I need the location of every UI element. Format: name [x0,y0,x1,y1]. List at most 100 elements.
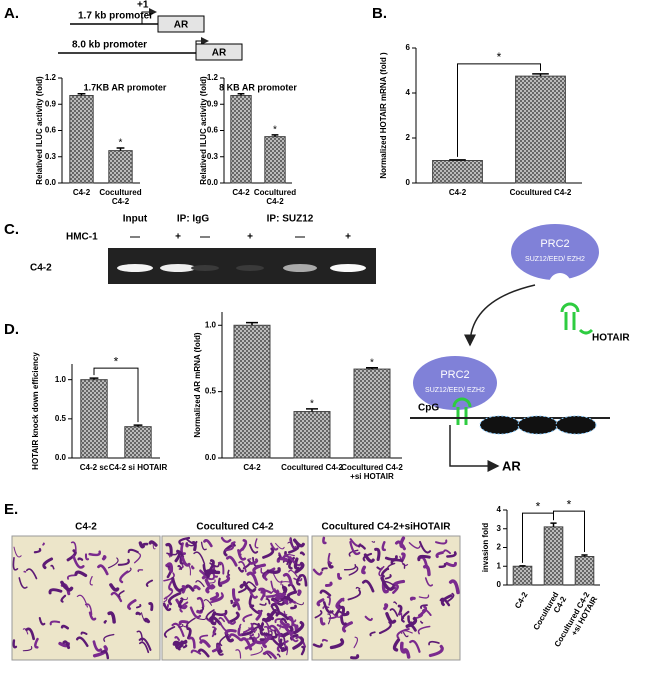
x-tick-label: Cocultured C4-2 [510,188,572,197]
y-axis-label: Normalized HOTAIR mRNA (fold ) [379,52,388,179]
y-tick-label: 0 [406,178,411,187]
bar [109,151,132,183]
complex-subunits: SUZ12/EED/ EZH2 [425,387,485,394]
significance-marker: * [536,499,541,513]
complex-subunits: SUZ12/EED/ EZH2 [525,256,585,263]
error-bar [550,523,556,527]
gel-group: IP: SUZ12 [267,214,314,225]
y-tick-label: 1 [497,561,502,570]
y-axis-label: Relatived ILUC activity (fold) [199,76,208,185]
y-tick-label: 1.0 [205,320,217,329]
bar [575,557,594,586]
cell [179,601,181,607]
gene-label: AR [212,48,227,59]
micrograph-title: Cocultured C4-2+siHOTAIR [322,522,452,533]
bar [354,369,390,458]
x-tick-label: C4-2 [243,463,261,472]
cell [137,613,140,614]
y-tick-label: 0.5 [205,387,217,396]
x-tick-label: Cocultured C4-2 [281,463,343,472]
promoter-label: 1.7 kb promoter [78,11,153,22]
cpg-label: CpG [418,403,439,414]
cell [372,542,374,543]
y-tick-label: 0.9 [207,99,219,108]
y-tick-label: 0.0 [205,453,217,462]
micrograph-title: C4-2 [75,522,97,533]
lane-sign: — [130,232,140,243]
start-site: +1 [137,0,149,11]
significance-marker: * [567,497,572,511]
lane-sign: — [295,232,305,243]
bar [513,566,532,585]
cell [363,567,365,572]
significance-marker: * [273,125,277,136]
cell [79,558,83,559]
x-tick-label: C4-2 [513,590,530,610]
cell [323,640,327,641]
x-tick-label: C4-2 sc [80,463,109,472]
significance-marker: * [370,357,374,368]
cell [82,633,87,634]
cell [195,587,199,589]
chart-title: 1.7KB AR promoter [84,82,167,92]
x-tick-label: C4-2 [449,188,467,197]
bar [234,325,270,458]
bar [544,527,563,585]
significance-marker: * [114,354,119,368]
lane-sign: — [200,232,210,243]
cell [234,544,235,545]
significance-marker: * [310,399,314,410]
y-axis-label: Relatived ILUC activity (fold) [35,76,44,185]
y-tick-label: 0.0 [55,453,67,462]
y-tick-label: 0.6 [45,126,57,135]
gel-group: Input [123,214,148,225]
cell [402,554,404,560]
significance-marker: * [497,50,502,64]
y-tick-label: 1.2 [207,73,219,82]
x-tick-label: C4-2 [73,188,91,197]
lane-sign: + [175,232,181,243]
micrographs [12,536,460,660]
panel-label: C. [4,221,19,238]
lane-sign: + [345,232,351,243]
panel-label: D. [4,321,19,338]
cell [192,567,193,569]
y-tick-label: 3 [497,524,502,533]
y-tick-label: 0.3 [207,152,219,161]
bar [265,137,285,183]
cell [301,553,304,555]
y-axis-label: HOTAIR knock down efficiency [31,352,40,470]
cell [241,585,243,587]
gene-label: AR [502,458,521,473]
complex-label: PRC2 [540,238,569,250]
bar [81,380,107,458]
bar [70,96,93,184]
micrograph-title: Cocultured C4-2 [196,522,274,533]
panel-label: A. [4,5,19,22]
gene-label: AR [174,20,189,31]
cell [240,625,241,628]
treatment-label: HMC-1 [66,232,98,243]
complex-label: PRC2 [440,369,469,381]
bar [433,161,483,184]
cell-line: C4-2 [30,263,52,274]
y-tick-label: 0.5 [55,414,67,423]
x-tick-label: C4-2 [232,188,250,197]
y-tick-label: 0.9 [45,99,57,108]
significance-marker: * [119,138,123,149]
y-tick-label: 0.0 [207,178,219,187]
y-tick-label: 2 [497,543,502,552]
y-tick-label: 0.3 [45,152,57,161]
y-tick-label: 0.6 [207,126,219,135]
promoter-label: 8.0 kb promoter [72,40,147,51]
cell [104,557,105,559]
bar [125,427,151,458]
rna-label: HOTAIR [592,333,630,344]
gel-group: IP: IgG [177,214,209,225]
cell [182,641,186,642]
cell [299,591,300,594]
bar [294,412,330,458]
